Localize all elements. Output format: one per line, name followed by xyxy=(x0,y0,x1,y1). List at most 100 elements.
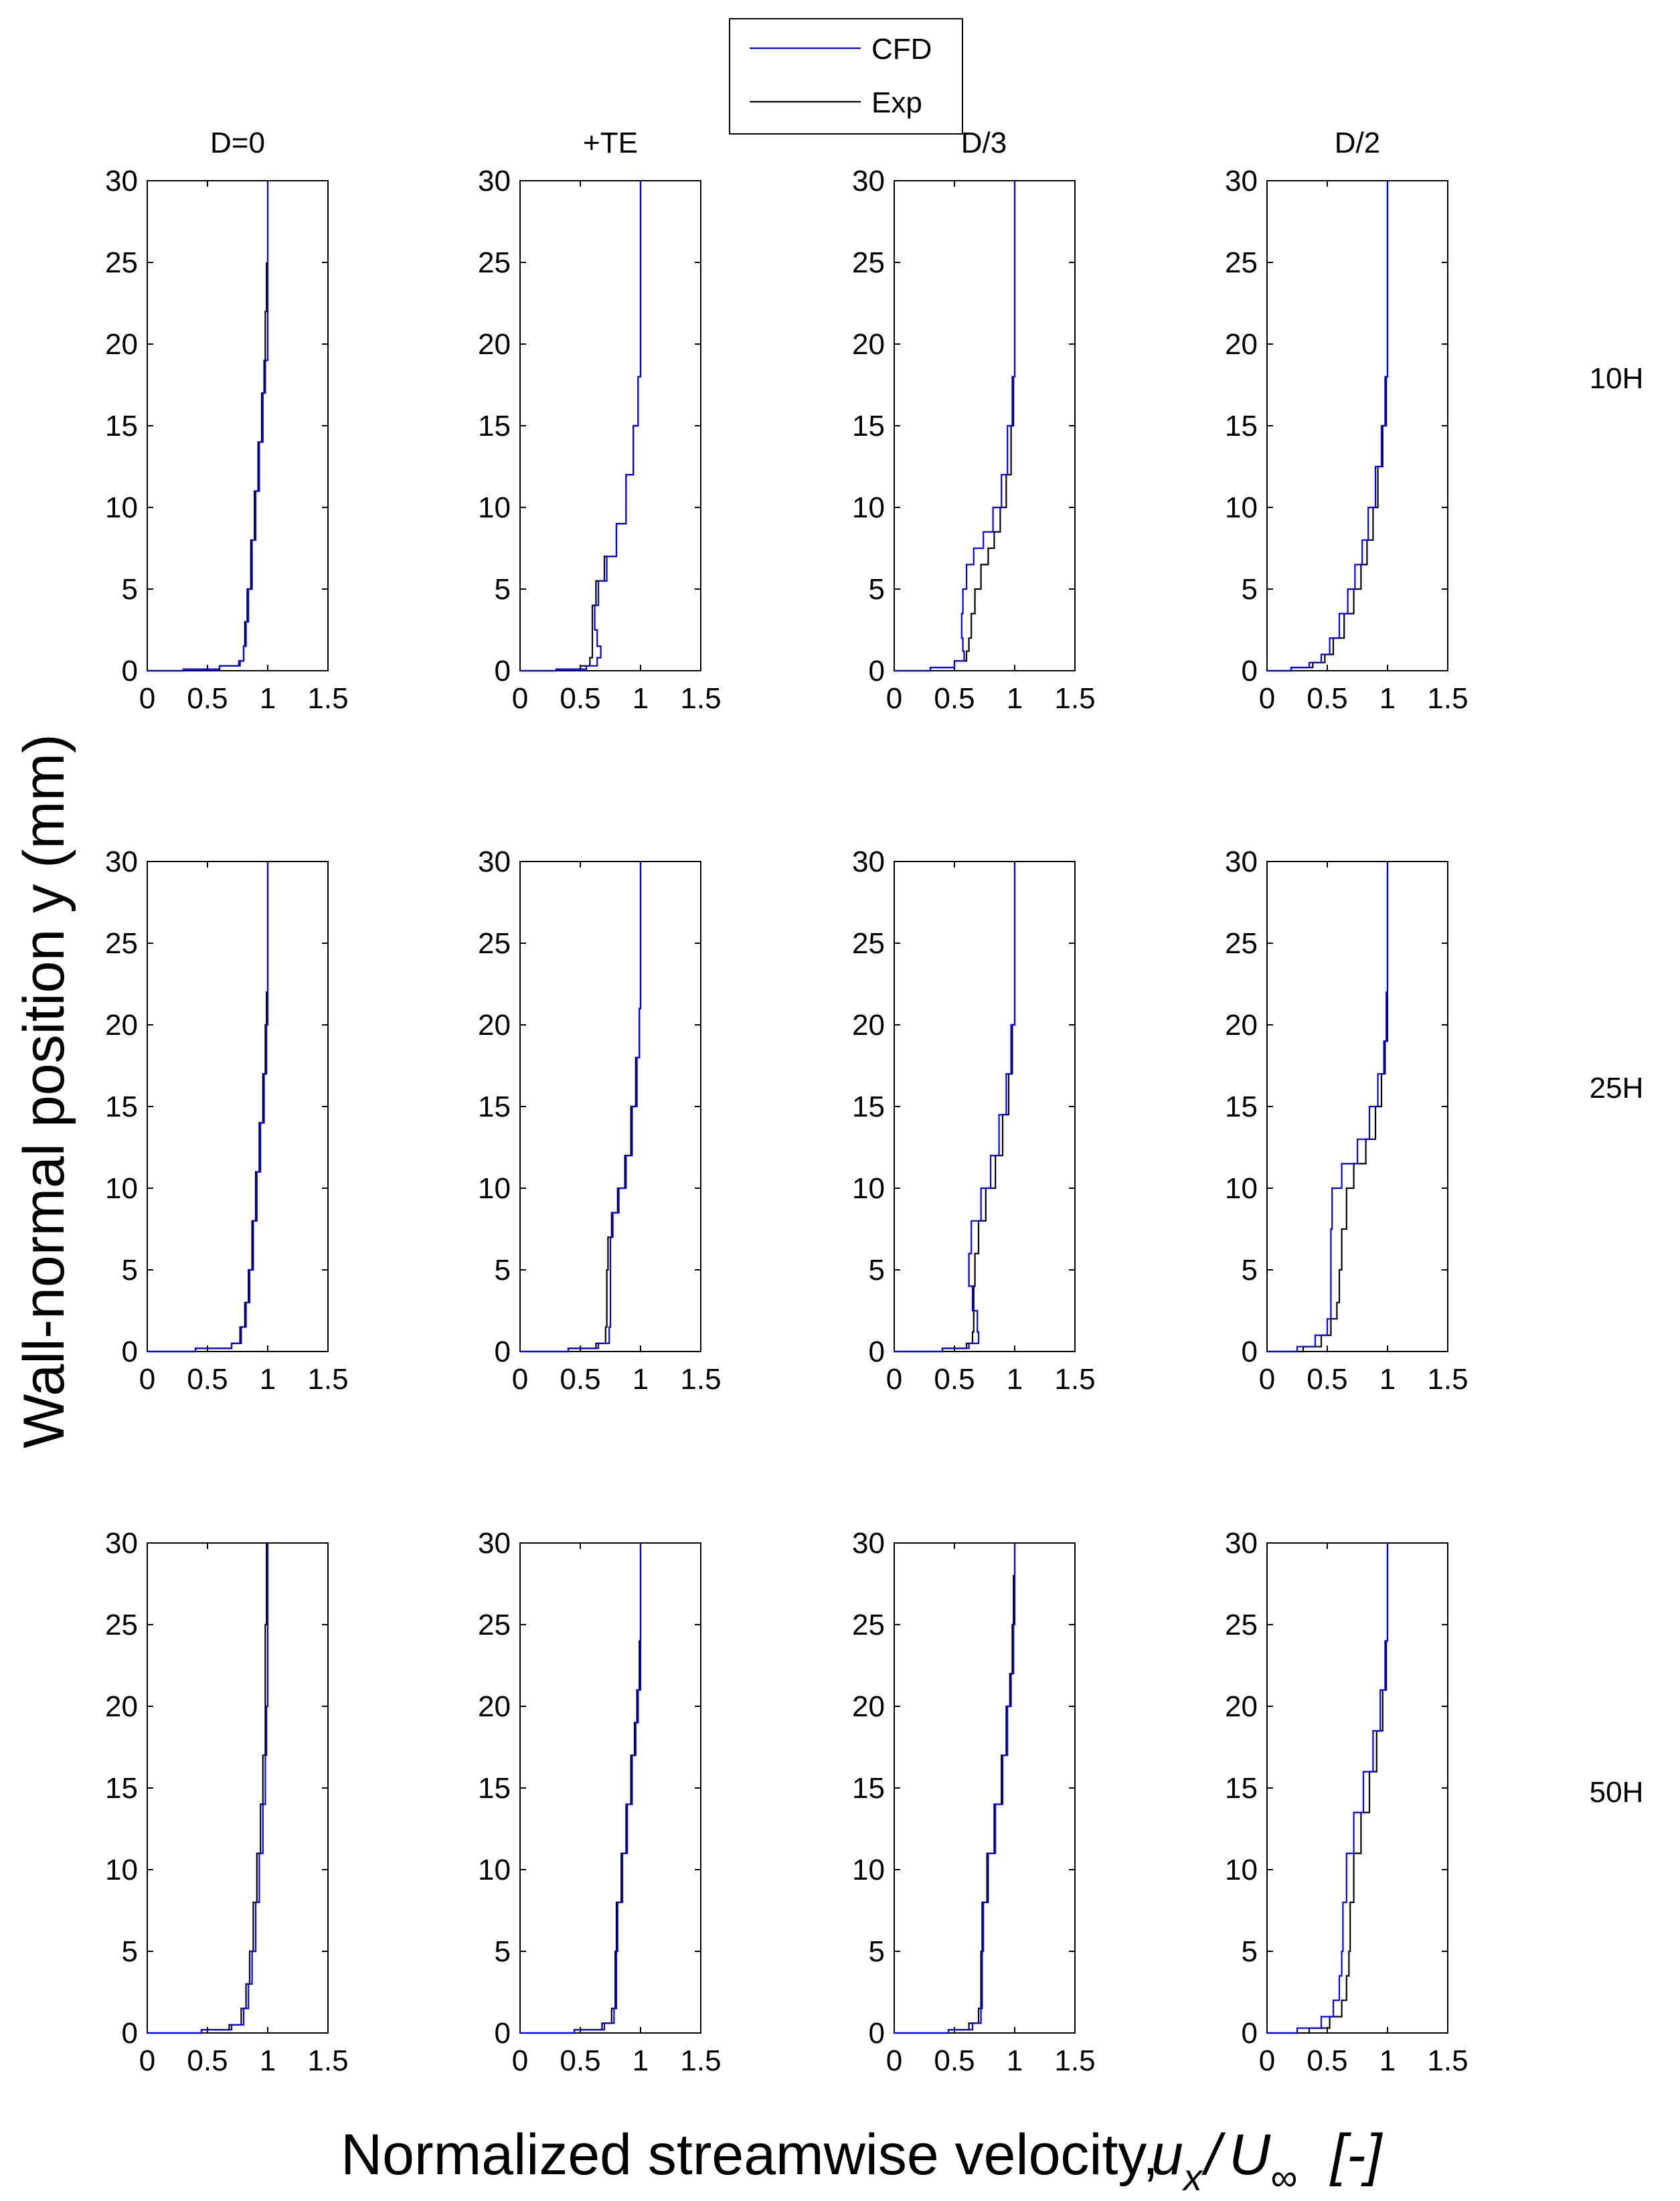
x-tick-label: 1.5 xyxy=(680,682,721,715)
plot-area xyxy=(1266,180,1448,671)
x-tick-label: 1 xyxy=(1007,682,1023,715)
x-tick-label: 0 xyxy=(1259,682,1275,715)
y-tick-label: 25 xyxy=(105,1609,138,1641)
y-tick-label: 15 xyxy=(852,1772,885,1805)
series-line-exp xyxy=(147,1543,268,2034)
y-tick-label: 5 xyxy=(495,1254,511,1287)
y-tick-label: 0 xyxy=(495,2017,511,2050)
y-tick-label: 30 xyxy=(105,845,138,878)
panel-25h-d-3: 0 0.5 1 1.5 0 5 10 15 20 25 30 xyxy=(852,845,1096,1396)
x-tick-label: 0.5 xyxy=(187,682,228,715)
y-tick-label: 25 xyxy=(105,927,138,960)
panel-50h-d-0: 0 0.5 1 1.5 0 5 10 15 20 25 30 xyxy=(105,1527,349,2077)
series-line-cfd xyxy=(147,862,269,1353)
x-axis-label-u-sub: x xyxy=(1181,2156,1203,2198)
y-tick-label: 10 xyxy=(852,1172,885,1205)
y-tick-label: 25 xyxy=(1225,927,1258,960)
y-tick-label: 5 xyxy=(122,1935,138,1968)
y-tick-label: 0 xyxy=(495,1335,511,1368)
y-tick-label: 20 xyxy=(478,1009,511,1042)
x-tick-label: 1 xyxy=(633,682,649,715)
legend: CFD Exp xyxy=(729,18,963,135)
x-tick-label: 1 xyxy=(260,682,276,715)
x-tick-label: 1.5 xyxy=(1054,2044,1095,2077)
y-tick-label: 20 xyxy=(852,1690,885,1723)
panel-10h-d-0: 0 0.5 1 1.5 0 5 10 15 20 25 30 xyxy=(105,165,349,715)
x-tick-label: 1 xyxy=(260,1363,276,1396)
y-tick-label: 30 xyxy=(1225,165,1258,197)
plot-area xyxy=(894,180,1076,671)
y-tick-label: 10 xyxy=(105,1172,138,1205)
x-tick-label: 1.5 xyxy=(1427,2044,1468,2077)
x-tick-label: 0 xyxy=(1259,1363,1275,1396)
panel-50h-d-3: 0 0.5 1 1.5 0 5 10 15 20 25 30 xyxy=(852,1527,1096,2077)
y-tick-label: 0 xyxy=(122,1335,138,1368)
x-tick-label: 1 xyxy=(1007,1363,1023,1396)
x-tick-label: 0.5 xyxy=(1307,1363,1347,1396)
x-tick-label: 1 xyxy=(1379,2044,1396,2077)
y-tick-label: 0 xyxy=(495,655,511,687)
panel-10h-d-3: 0 0.5 1 1.5 0 5 10 15 20 25 30 xyxy=(852,165,1096,715)
plot-area xyxy=(1266,861,1448,1352)
y-tick-label: 15 xyxy=(105,1090,138,1123)
panel-10h-te: 0 0.5 1 1.5 0 5 10 15 20 25 30 xyxy=(478,165,722,715)
x-tick-label: 0.5 xyxy=(1307,2044,1347,2077)
panel-25h-d-2: 0 0.5 1 1.5 0 5 10 15 20 25 30 xyxy=(1225,845,1468,1396)
y-tick-label: 25 xyxy=(1225,1609,1258,1641)
plot-area xyxy=(519,1542,701,2034)
panel-25h-d-0: 0 0.5 1 1.5 0 5 10 15 20 25 30 xyxy=(105,845,349,1396)
x-tick-label: 1 xyxy=(260,2044,276,2077)
y-tick-label: 0 xyxy=(869,655,885,687)
x-tick-label: 1.5 xyxy=(307,1363,348,1396)
column-title-te: +TE xyxy=(583,127,638,159)
panel-10h-d-2: 0 0.5 1 1.5 0 5 10 15 20 25 30 xyxy=(1225,165,1468,715)
y-tick-label: 30 xyxy=(1225,1527,1258,1560)
series-line-cfd xyxy=(1267,862,1389,1353)
y-axis-label: Wall-normal position y (mm) xyxy=(12,734,76,1448)
x-tick-label: 1 xyxy=(633,2044,649,2077)
series-line-cfd xyxy=(1267,1543,1389,2034)
y-tick-label: 10 xyxy=(852,1854,885,1886)
series-line-cfd xyxy=(147,181,269,672)
y-tick-label: 0 xyxy=(1242,655,1258,687)
y-tick-label: 25 xyxy=(1225,246,1258,279)
y-tick-label: 20 xyxy=(105,1690,138,1723)
y-tick-label: 10 xyxy=(1225,491,1258,524)
x-tick-label: 0 xyxy=(886,1363,902,1396)
y-tick-label: 20 xyxy=(1225,1009,1258,1042)
y-tick-label: 15 xyxy=(105,410,138,442)
series-line-cfd xyxy=(147,1543,269,2034)
y-tick-label: 25 xyxy=(852,1609,885,1641)
x-tick-label: 0 xyxy=(139,682,155,715)
series-line-cfd xyxy=(894,862,1016,1353)
x-tick-label: 1.5 xyxy=(1054,682,1095,715)
x-tick-label: 0 xyxy=(512,2044,528,2077)
y-tick-label: 30 xyxy=(852,845,885,878)
y-tick-label: 15 xyxy=(478,1772,511,1805)
x-tick-label: 1 xyxy=(633,1363,649,1396)
y-tick-label: 0 xyxy=(869,2017,885,2050)
y-tick-label: 25 xyxy=(852,927,885,960)
y-tick-label: 15 xyxy=(105,1772,138,1805)
y-tick-label: 5 xyxy=(869,573,885,606)
column-titles: D=0 +TE D/3 D/2 xyxy=(210,127,1380,159)
y-tick-label: 5 xyxy=(869,1935,885,1968)
y-tick-label: 0 xyxy=(122,655,138,687)
y-tick-label: 5 xyxy=(1242,573,1258,606)
row-labels: 10H 25H 50H xyxy=(1590,362,1644,1809)
y-tick-label: 0 xyxy=(1242,2017,1258,2050)
series-line-cfd xyxy=(520,181,642,672)
column-title-d0: D=0 xyxy=(210,127,265,159)
x-tick-label: 1.5 xyxy=(1054,1363,1095,1396)
y-tick-label: 0 xyxy=(869,1335,885,1368)
series-line-cfd xyxy=(520,1543,642,2034)
y-tick-label: 10 xyxy=(105,1854,138,1886)
y-tick-label: 10 xyxy=(1225,1854,1258,1886)
row-label-25h: 25H xyxy=(1590,1072,1644,1105)
x-tick-label: 0.5 xyxy=(187,1363,228,1396)
x-axis-label-units: [-] xyxy=(1329,2123,1383,2187)
x-tick-label: 0.5 xyxy=(560,1363,600,1396)
y-tick-label: 5 xyxy=(1242,1254,1258,1287)
x-tick-label: 1.5 xyxy=(680,2044,721,2077)
